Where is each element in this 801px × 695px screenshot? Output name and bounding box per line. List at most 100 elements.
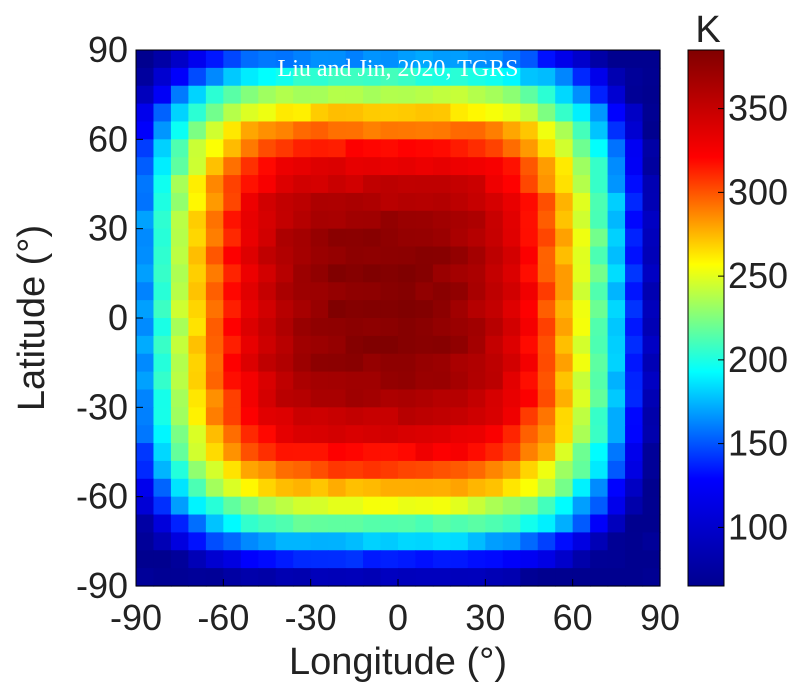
colorbar-tick-label: 200 xyxy=(728,339,788,380)
heatmap-cell xyxy=(537,264,556,283)
heatmap-cell xyxy=(625,85,644,105)
heatmap-cell xyxy=(223,121,242,140)
heatmap-cell xyxy=(625,389,644,408)
heatmap-cell xyxy=(537,246,556,265)
heatmap-cell xyxy=(590,568,609,587)
heatmap-cell xyxy=(642,103,661,123)
heatmap-cell xyxy=(398,300,417,319)
heatmap-cell xyxy=(328,532,347,551)
heatmap-cell xyxy=(555,496,574,516)
heatmap-cell xyxy=(293,175,312,194)
heatmap-cell xyxy=(188,67,207,87)
heatmap-cell xyxy=(153,389,172,408)
heatmap-cell xyxy=(450,425,469,444)
heatmap-cell xyxy=(380,300,399,319)
heatmap-cell xyxy=(188,568,207,587)
heatmap-cell xyxy=(188,246,207,265)
heatmap-cell xyxy=(450,50,469,69)
heatmap-cell xyxy=(467,139,486,158)
heatmap-cell xyxy=(572,318,591,337)
heatmap-cell xyxy=(432,85,451,105)
heatmap-cell xyxy=(450,300,469,319)
y-tick-label: 60 xyxy=(88,118,128,159)
heatmap-cell xyxy=(223,282,242,301)
heatmap-cell xyxy=(642,514,661,533)
heatmap-cell xyxy=(240,425,259,444)
heatmap-cell xyxy=(275,318,294,337)
heatmap-cell xyxy=(136,443,155,462)
heatmap-cell xyxy=(485,496,504,516)
heatmap-cell xyxy=(467,50,486,69)
heatmap-cell xyxy=(537,371,556,391)
heatmap-cell xyxy=(572,300,591,319)
heatmap-cell xyxy=(328,443,347,462)
heatmap-cell xyxy=(153,353,172,373)
heatmap-cell xyxy=(170,407,189,426)
heatmap-cell xyxy=(555,300,574,319)
heatmap-cell xyxy=(572,425,591,444)
heatmap-cell xyxy=(363,407,382,426)
heatmap-cell xyxy=(537,318,556,337)
heatmap-cell xyxy=(642,478,661,498)
heatmap-cell xyxy=(328,175,347,194)
heatmap-cell xyxy=(380,228,399,248)
heatmap-cell xyxy=(136,210,155,230)
heatmap-cell xyxy=(205,246,224,265)
heatmap-cell xyxy=(153,103,172,123)
heatmap-cell xyxy=(153,335,172,355)
heatmap-cell xyxy=(485,371,504,391)
heatmap-cell xyxy=(642,192,661,212)
heatmap-cell xyxy=(607,532,626,551)
heatmap-cell xyxy=(170,210,189,230)
x-axis-label: Longitude (°) xyxy=(289,641,507,683)
heatmap-cell xyxy=(136,192,155,212)
heatmap-cell xyxy=(450,568,469,587)
heatmap-cell xyxy=(572,85,591,105)
heatmap-cell xyxy=(363,443,382,462)
heatmap-cell xyxy=(153,264,172,283)
heatmap-cell xyxy=(345,425,364,444)
heatmap-cell xyxy=(363,318,382,337)
heatmap-cell xyxy=(153,175,172,194)
heatmap-cell xyxy=(153,318,172,337)
heatmap-cell xyxy=(380,407,399,426)
heatmap-cell xyxy=(590,50,609,69)
heatmap-cell xyxy=(363,139,382,158)
heatmap-cell xyxy=(572,514,591,533)
heatmap-cell xyxy=(293,407,312,426)
heatmap-cell xyxy=(170,478,189,498)
heatmap-cell xyxy=(415,264,434,283)
heatmap-cell xyxy=(485,407,504,426)
heatmap-cell xyxy=(607,496,626,516)
heatmap-cell xyxy=(607,514,626,533)
heatmap-cell xyxy=(590,67,609,87)
heatmap-cell xyxy=(205,335,224,355)
heatmap-cell xyxy=(363,353,382,373)
heatmap-cell xyxy=(555,407,574,426)
heatmap-cell xyxy=(432,550,451,569)
heatmap-cell xyxy=(328,139,347,158)
heatmap-cell xyxy=(415,175,434,194)
heatmap-cell xyxy=(555,121,574,140)
heatmap-cell xyxy=(188,50,207,69)
heatmap-cell xyxy=(572,460,591,480)
heatmap-cell xyxy=(642,121,661,140)
heatmap-cell xyxy=(450,532,469,551)
heatmap-cell xyxy=(328,478,347,498)
heatmap-cell xyxy=(537,443,556,462)
heatmap-cell xyxy=(520,514,539,533)
heatmap-cell xyxy=(520,550,539,569)
heatmap-cell xyxy=(188,478,207,498)
heatmap-cell xyxy=(415,425,434,444)
heatmap-cell xyxy=(590,478,609,498)
colorbar-tick-label: 300 xyxy=(728,171,788,212)
heatmap-cell xyxy=(153,425,172,444)
heatmap-cell xyxy=(136,157,155,176)
heatmap-cell xyxy=(398,282,417,301)
heatmap-cell xyxy=(153,121,172,140)
heatmap-cell xyxy=(328,460,347,480)
heatmap-cell xyxy=(328,335,347,355)
heatmap-cell xyxy=(642,532,661,551)
heatmap-cell xyxy=(537,210,556,230)
heatmap-cell xyxy=(328,103,347,123)
